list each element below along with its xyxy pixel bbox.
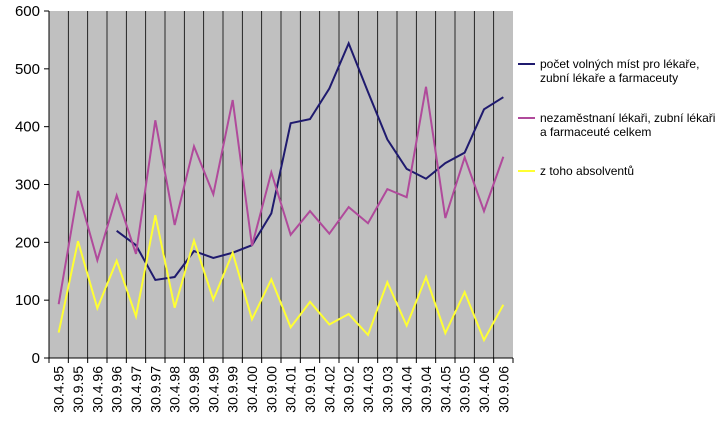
legend-label: z toho absolventů [540,164,634,178]
x-tick-label: 30.9.99 [225,366,241,413]
x-tick-label: 30.9.98 [186,366,202,413]
x-tick-label: 30.4.00 [244,366,260,413]
x-tick-label: 30.4.04 [399,366,415,413]
x-tick-label: 30.9.02 [341,366,357,413]
legend-entry-1: počet volných míst pro lékaře,zubní léka… [518,57,699,85]
x-tick-label: 30.9.95 [70,366,86,413]
y-tick-label: 400 [15,119,40,136]
x-tick-label: 30.4.05 [437,366,453,413]
x-tick-label: 30.9.00 [263,366,279,413]
x-tick-label: 30.4.99 [205,366,221,413]
legend-label: počet volných míst pro lékaře, [540,57,699,71]
y-axis-ticks: 0 100 200 300 400 500 600 [15,3,49,367]
y-tick-label: 600 [15,3,40,20]
x-tick-label: 30.9.05 [457,366,473,413]
x-tick-label: 30.4.06 [476,366,492,413]
series-3 [57,214,505,343]
x-tick-label: 30.9.01 [302,366,318,413]
x-tick-label: 30.4.97 [128,366,144,413]
y-tick-label: 0 [32,350,40,367]
legend-label: zubní lékaře a farmaceuty [540,71,678,85]
x-tick-label: 30.9.03 [379,366,395,413]
y-tick-label: 300 [15,177,40,194]
x-tick-label: 30.4.95 [51,366,67,413]
x-axis-ticks: 30.4.95 30.9.95 30.4.96 30.9.96 30.4.97 30.9.… [48,358,514,413]
x-tick-label: 30.9.97 [147,366,163,413]
x-tick-label: 30.4.02 [321,366,337,413]
legend: počet volných míst pro lékaře,zubní léka… [518,57,715,178]
series-2 [57,86,505,305]
legend-label: a farmaceuté celkem [540,125,651,139]
x-tick-label: 30.9.04 [418,366,434,413]
x-tick-label: 30.4.03 [360,366,376,413]
series-line [57,86,505,305]
legend-entry-3: z toho absolventů [518,164,634,178]
x-tick-label: 30.4.01 [283,366,299,413]
x-tick-label: 30.4.98 [167,366,183,413]
series-lines [57,40,505,343]
y-tick-label: 200 [15,234,40,251]
x-tick-label: 30.9.96 [109,366,125,413]
y-tick-label: 100 [15,292,40,309]
series-line [57,214,505,343]
y-tick-label: 500 [15,61,40,78]
legend-label: nezaměstnaní lékaři, zubní lékaři [540,111,715,125]
x-tick-label: 30.9.06 [495,366,511,413]
x-tick-label: 30.4.96 [89,366,105,413]
